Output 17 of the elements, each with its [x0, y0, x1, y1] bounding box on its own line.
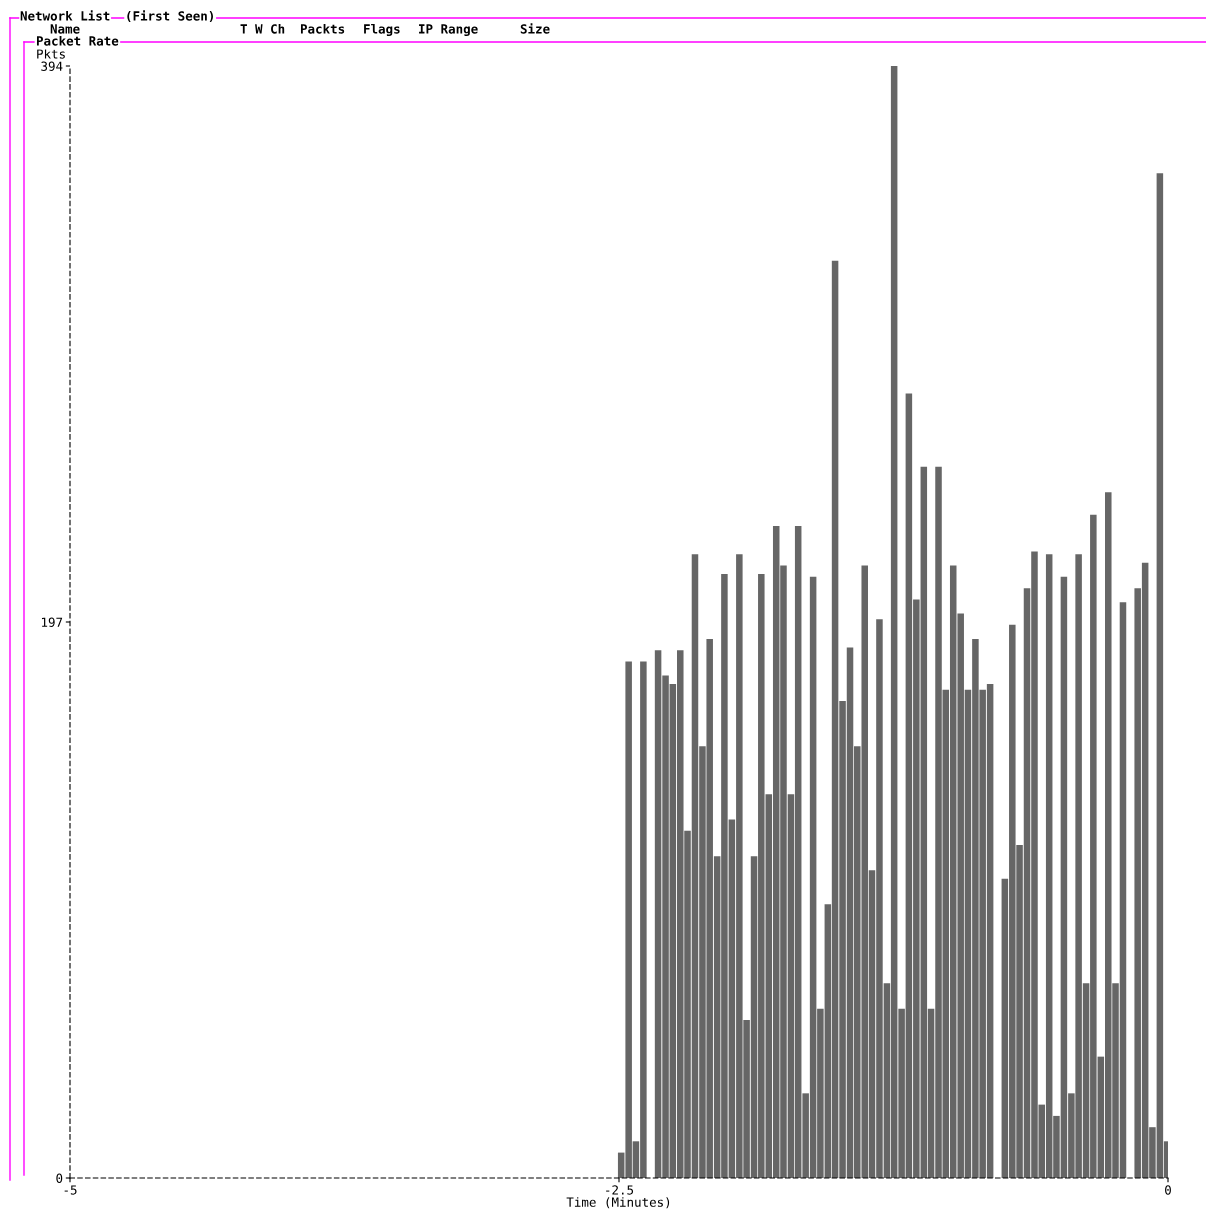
- text: Packts: [300, 23, 345, 34]
- y-tick-label: 197: [41, 617, 63, 627]
- x-tick-label: 0: [1165, 1185, 1171, 1195]
- text: IP Range: [419, 24, 478, 37]
- text: T W Ch: [240, 23, 285, 34]
- text: Size: [520, 23, 550, 34]
- y-tick-label: 394: [41, 61, 63, 71]
- y-axis-title: Pkts: [37, 48, 65, 59]
- x-tick-label: -2.5: [606, 1185, 634, 1195]
- y-tick-label: 0: [56, 1173, 63, 1183]
- text: Flags: [364, 23, 400, 37]
- text: Name: [50, 24, 80, 34]
- chart-title: Packet Rate: [36, 35, 119, 46]
- text: Network List: [20, 10, 110, 21]
- x-axis-title: Time (Minutes): [566, 1197, 670, 1209]
- x-tick-label: -5: [64, 1185, 77, 1195]
- text: (First Seen): [127, 10, 213, 23]
